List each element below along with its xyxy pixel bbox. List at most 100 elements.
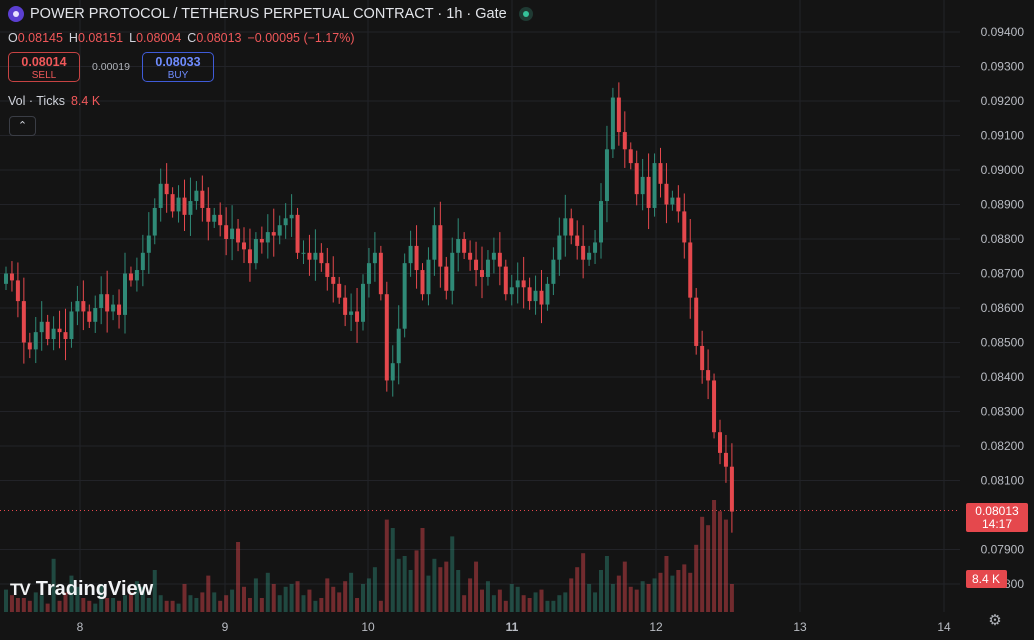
sell-button[interactable]: 0.08014 SELL (8, 52, 80, 82)
volume-bar (105, 598, 110, 612)
volume-bar (426, 575, 431, 612)
volume-bar (242, 586, 246, 612)
time-axis[interactable]: 8 9 10 11 12 13 14 (77, 620, 951, 634)
candle-body (646, 176, 651, 208)
volume-bar (575, 567, 580, 612)
candle-body (539, 290, 544, 305)
candle-body (152, 207, 157, 236)
candle-body (480, 270, 484, 277)
ohlc-legend: O0.08145 H0.08151 L0.08004 C0.08013 −0.0… (8, 31, 355, 45)
candle-body (212, 214, 217, 222)
volume-bar (700, 516, 705, 612)
volume-bar (491, 595, 496, 612)
time-axis-tick: 10 (361, 620, 375, 634)
low-label: L (129, 31, 137, 45)
volume-bar (384, 519, 389, 612)
candle-body (593, 242, 598, 253)
price-axis[interactable]: 0.09400 0.09300 0.09200 0.09100 0.09000 0.089… (981, 25, 1025, 591)
candle-body (21, 301, 26, 343)
candle-body (718, 432, 722, 453)
time-axis-tick: 13 (793, 620, 807, 634)
volume-bar (503, 600, 508, 612)
volume-bar (164, 600, 169, 612)
volume-bar (462, 595, 467, 612)
volume-bar (646, 584, 651, 612)
candle-body (4, 273, 8, 284)
candle-body (33, 332, 38, 350)
candle-body (283, 218, 288, 226)
buy-button[interactable]: 0.08033 BUY (141, 52, 214, 82)
price-axis-tick: 0.08600 (981, 301, 1025, 315)
volume-bar (688, 572, 693, 612)
volume-bar (337, 592, 342, 612)
volume-bar (527, 598, 532, 612)
volume-bar (718, 511, 722, 612)
volume-bar (313, 600, 318, 612)
candle-body (610, 97, 615, 150)
candle-body (378, 252, 383, 295)
candle-body (450, 252, 455, 291)
change-value: −0.00095 (−1.17%) (247, 31, 355, 45)
candle-body (509, 287, 514, 295)
candle-body (468, 252, 473, 260)
candle-body (158, 183, 163, 208)
volume-legend[interactable]: Vol · Ticks 8.4 K (8, 94, 100, 108)
volume-bar (236, 542, 241, 612)
volume-bar (408, 570, 413, 612)
volume-bar (706, 525, 711, 612)
volume-bar (140, 586, 145, 612)
settings-gear-icon[interactable]: ⚙ (988, 612, 1002, 629)
collapse-legend-button[interactable]: ⌃ (9, 116, 36, 136)
candle-body (117, 304, 122, 315)
candle-body (682, 211, 687, 243)
candle-body (247, 249, 252, 264)
candle-body (706, 370, 711, 381)
candle-body (444, 266, 449, 291)
candle-body (729, 466, 734, 512)
price-axis-tick: 0.09000 (981, 163, 1025, 177)
volume-bar (533, 592, 538, 612)
volume-bar (63, 592, 68, 612)
volume-bar (640, 581, 645, 612)
volume-bar (93, 603, 98, 612)
volume-badge-value: 8.4 K (972, 572, 1000, 586)
volume-bar (33, 592, 38, 612)
volume-bar (509, 584, 514, 612)
candle-body (325, 263, 330, 277)
open-label: O (8, 31, 18, 45)
candle-body (45, 321, 50, 340)
high-label: H (68, 31, 78, 45)
time-axis-tick: 11 (506, 620, 519, 634)
volume-label: Vol · Ticks (8, 94, 65, 108)
candle-body (218, 214, 223, 226)
price-axis-tick: 0.09100 (981, 129, 1025, 143)
volume-bar (390, 528, 395, 612)
volume-bar (21, 598, 26, 612)
volume-bar (497, 589, 502, 612)
volume-bar (628, 586, 633, 612)
symbol-title[interactable]: POWER PROTOCOL / TETHERUS PERPETUAL CONT… (30, 6, 507, 22)
candle-body (366, 263, 371, 284)
candle-body (313, 252, 318, 260)
candle-body (259, 239, 264, 243)
volume-bar (480, 589, 484, 612)
volume-bar (194, 598, 199, 612)
volume-bar (593, 592, 598, 612)
volume-bar (587, 584, 592, 612)
volume-bar (51, 558, 56, 612)
tradingview-logo[interactable]: TV TradingView (10, 578, 153, 601)
candle-body (402, 263, 407, 329)
candle-body (69, 311, 74, 340)
volume-bar (378, 600, 383, 612)
volume-bar (343, 581, 348, 612)
volume-bar (539, 589, 544, 612)
low-value: 0.08004 (136, 31, 182, 45)
candle-body (474, 259, 479, 271)
buy-label: BUY (167, 70, 189, 81)
volume-bar (200, 592, 205, 612)
candle-body (75, 301, 80, 312)
time-axis-tick: 8 (77, 620, 84, 634)
candle-body (170, 194, 175, 212)
candle-body (372, 252, 377, 264)
